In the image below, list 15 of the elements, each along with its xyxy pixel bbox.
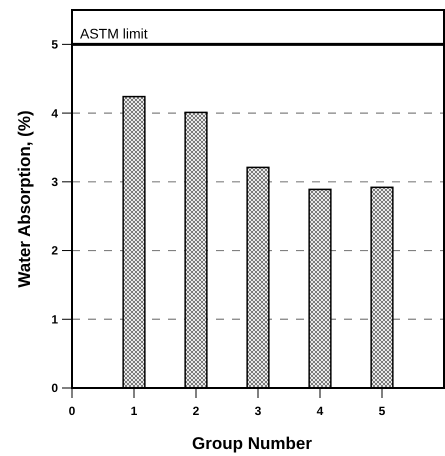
x-tick-label: 2 — [192, 404, 200, 418]
y-tick-label: 1 — [51, 312, 58, 326]
y-tick-label: 2 — [51, 244, 58, 258]
x-tick-label: 4 — [316, 404, 324, 418]
y-axis-title: Water Absorption, (%) — [15, 110, 34, 288]
x-tick-label: 1 — [130, 404, 138, 418]
y-tick-label: 5 — [51, 38, 58, 52]
x-tick-label: 0 — [68, 404, 76, 418]
x-tick-label: 3 — [254, 404, 262, 418]
x-axis-title: Group Number — [192, 434, 312, 453]
y-tick-label: 4 — [51, 106, 58, 120]
ref-line-label: ASTM limit — [80, 25, 148, 42]
y-tick-label: 0 — [51, 381, 58, 396]
y-tick-label: 3 — [51, 175, 58, 190]
x-tick-label: 5 — [378, 404, 386, 418]
